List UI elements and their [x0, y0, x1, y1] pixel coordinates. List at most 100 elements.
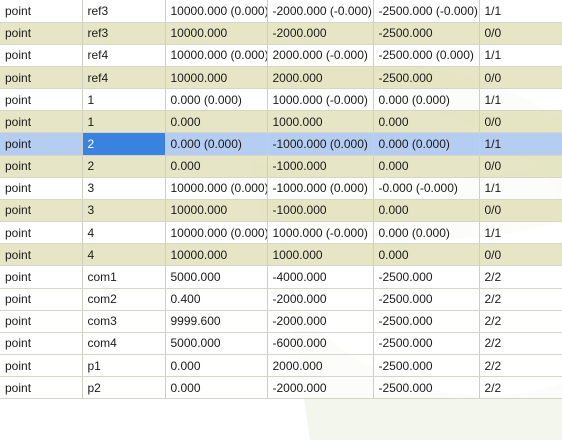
cell-x[interactable]: 0.000 (0.000) — [165, 88, 268, 112]
table-row[interactable]: point ref4 10000.000 2000.000 -2500.000 0/0 — [0, 66, 562, 90]
cell-count[interactable]: 1/1 — [479, 0, 562, 23]
cell-y[interactable]: -1000.000 (0.000) — [267, 177, 374, 200]
cell-type[interactable]: point — [0, 110, 83, 134]
cell-count[interactable]: 1/1 — [479, 44, 562, 67]
cell-count[interactable]: 2/2 — [479, 288, 562, 311]
cell-name[interactable]: 1 — [82, 110, 166, 134]
cell-x[interactable]: 0.000 (0.000) — [165, 132, 268, 156]
cell-type[interactable]: point — [0, 0, 83, 23]
cell-count[interactable]: 2/2 — [479, 354, 562, 378]
cell-name[interactable]: p2 — [82, 376, 166, 400]
cell-z[interactable]: 0.000 — [373, 243, 480, 267]
cell-x[interactable]: 5000.000 — [165, 332, 268, 356]
cell-type[interactable]: point — [0, 22, 83, 45]
cell-z[interactable]: -2500.000 — [373, 265, 480, 289]
table-row[interactable]: point com1 5000.000 -4000.000 -2500.000 2/2 — [0, 265, 562, 289]
cell-z[interactable]: -2500.000 — [373, 332, 480, 356]
cell-name[interactable]: 2 — [82, 155, 166, 178]
cell-x[interactable]: 0.000 — [165, 354, 268, 378]
cell-type[interactable]: point — [0, 265, 83, 289]
cell-x[interactable]: 10000.000 — [165, 66, 268, 90]
cell-x[interactable]: 10000.000 (0.000) — [165, 177, 268, 200]
cell-name[interactable]: p1 — [82, 354, 166, 378]
cell-x[interactable]: 5000.000 — [165, 265, 268, 289]
cell-name[interactable]: ref3 — [82, 0, 166, 23]
cell-y[interactable]: -1000.000 — [267, 155, 374, 178]
table-row[interactable]: point 3 10000.000 (0.000) -1000.000 (0.000)… — [0, 177, 562, 200]
cell-count[interactable]: 0/0 — [479, 155, 562, 178]
cell-z[interactable]: 0.000 — [373, 199, 480, 223]
table-row[interactable]: point p2 0.000 -2000.000 -2500.000 2/2 — [0, 376, 562, 400]
cell-x[interactable]: 0.000 — [165, 155, 268, 178]
cell-type[interactable]: point — [0, 332, 83, 356]
cell-name[interactable]: 3 — [82, 177, 166, 200]
cell-name[interactable]: 3 — [82, 199, 166, 223]
cell-count[interactable]: 1/1 — [479, 221, 562, 245]
table-row[interactable]: point com3 9999.600 -2000.000 -2500.000 2/2 — [0, 310, 562, 333]
cell-type[interactable]: point — [0, 44, 83, 67]
cell-x[interactable]: 10000.000 (0.000) — [165, 221, 268, 245]
cell-count[interactable]: 1/1 — [479, 177, 562, 200]
cell-type[interactable]: point — [0, 155, 83, 178]
cell-type[interactable]: point — [0, 132, 83, 156]
cell-z[interactable]: -2500.000 — [373, 354, 480, 378]
cell-type[interactable]: point — [0, 310, 83, 333]
cell-x[interactable]: 10000.000 (0.000) — [165, 0, 268, 23]
cell-type[interactable]: point — [0, 177, 83, 200]
cell-z[interactable]: -2500.000 (-0.000) — [373, 0, 480, 23]
cell-x[interactable]: 0.000 — [165, 376, 268, 400]
cell-y[interactable]: -2000.000 — [267, 376, 374, 400]
cell-count[interactable]: 2/2 — [479, 376, 562, 400]
cell-z[interactable]: 0.000 — [373, 110, 480, 134]
cell-name[interactable]: ref4 — [82, 44, 166, 67]
cell-y[interactable]: -1000.000 — [267, 199, 374, 223]
cell-y[interactable]: 2000.000 — [267, 66, 374, 90]
table-row[interactable]: point com2 0.400 -2000.000 -2500.000 2/2 — [0, 288, 562, 311]
cell-count[interactable]: 2/2 — [479, 332, 562, 356]
cell-x[interactable]: 0.400 — [165, 288, 268, 311]
cell-z[interactable]: -2500.000 (0.000) — [373, 44, 480, 67]
cell-z[interactable]: -2500.000 — [373, 66, 480, 90]
cell-count[interactable]: 0/0 — [479, 199, 562, 223]
table-row[interactable]: point com4 5000.000 -6000.000 -2500.000 2/2 — [0, 332, 562, 356]
cell-z[interactable]: -2500.000 — [373, 288, 480, 311]
cell-count[interactable]: 0/0 — [479, 66, 562, 90]
cell-type[interactable]: point — [0, 376, 83, 400]
table-row[interactable]: point 3 10000.000 -1000.000 0.000 0/0 — [0, 199, 562, 223]
cell-name[interactable]: com3 — [82, 310, 166, 333]
cell-name[interactable]: com4 — [82, 332, 166, 356]
cell-y[interactable]: 2000.000 — [267, 354, 374, 378]
cell-z[interactable]: -0.000 (-0.000) — [373, 177, 480, 200]
cell-name[interactable]: com2 — [82, 288, 166, 311]
cell-name[interactable]: 1 — [82, 88, 166, 112]
cell-count[interactable]: 1/1 — [479, 132, 562, 156]
cell-type[interactable]: point — [0, 88, 83, 112]
cell-z[interactable]: -2500.000 — [373, 376, 480, 400]
cell-y[interactable]: -2000.000 — [267, 22, 374, 45]
cell-z[interactable]: -2500.000 — [373, 310, 480, 333]
table-row[interactable]: point 4 10000.000 1000.000 0.000 0/0 — [0, 243, 562, 267]
cell-type[interactable]: point — [0, 221, 83, 245]
cell-y[interactable]: -1000.000 (0.000) — [267, 132, 374, 156]
cell-x[interactable]: 9999.600 — [165, 310, 268, 333]
cell-type[interactable]: point — [0, 354, 83, 378]
cell-y[interactable]: -4000.000 — [267, 265, 374, 289]
cell-x[interactable]: 10000.000 (0.000) — [165, 44, 268, 67]
cell-y[interactable]: 2000.000 (-0.000) — [267, 44, 374, 67]
cell-z[interactable]: 0.000 (0.000) — [373, 221, 480, 245]
cell-z[interactable]: -2500.000 — [373, 22, 480, 45]
table-row[interactable]: point ref3 10000.000 -2000.000 -2500.000 0/0 — [0, 22, 562, 45]
cell-y[interactable]: -2000.000 (-0.000) — [267, 0, 374, 23]
cell-y[interactable]: 1000.000 (-0.000) — [267, 221, 374, 245]
cell-y[interactable]: -6000.000 — [267, 332, 374, 356]
cell-x[interactable]: 0.000 — [165, 110, 268, 134]
table-row[interactable]: point 2 0.000 -1000.000 0.000 0/0 — [0, 155, 562, 178]
cell-y[interactable]: -2000.000 — [267, 310, 374, 333]
cell-z[interactable]: 0.000 (0.000) — [373, 132, 480, 156]
table-row[interactable]: point 2 0.000 (0.000) -1000.000 (0.000) 0.00… — [0, 132, 562, 156]
cell-type[interactable]: point — [0, 243, 83, 267]
cell-y[interactable]: 1000.000 — [267, 110, 374, 134]
cell-x[interactable]: 10000.000 — [165, 199, 268, 223]
table-row[interactable]: point p1 0.000 2000.000 -2500.000 2/2 — [0, 354, 562, 378]
cell-type[interactable]: point — [0, 199, 83, 223]
